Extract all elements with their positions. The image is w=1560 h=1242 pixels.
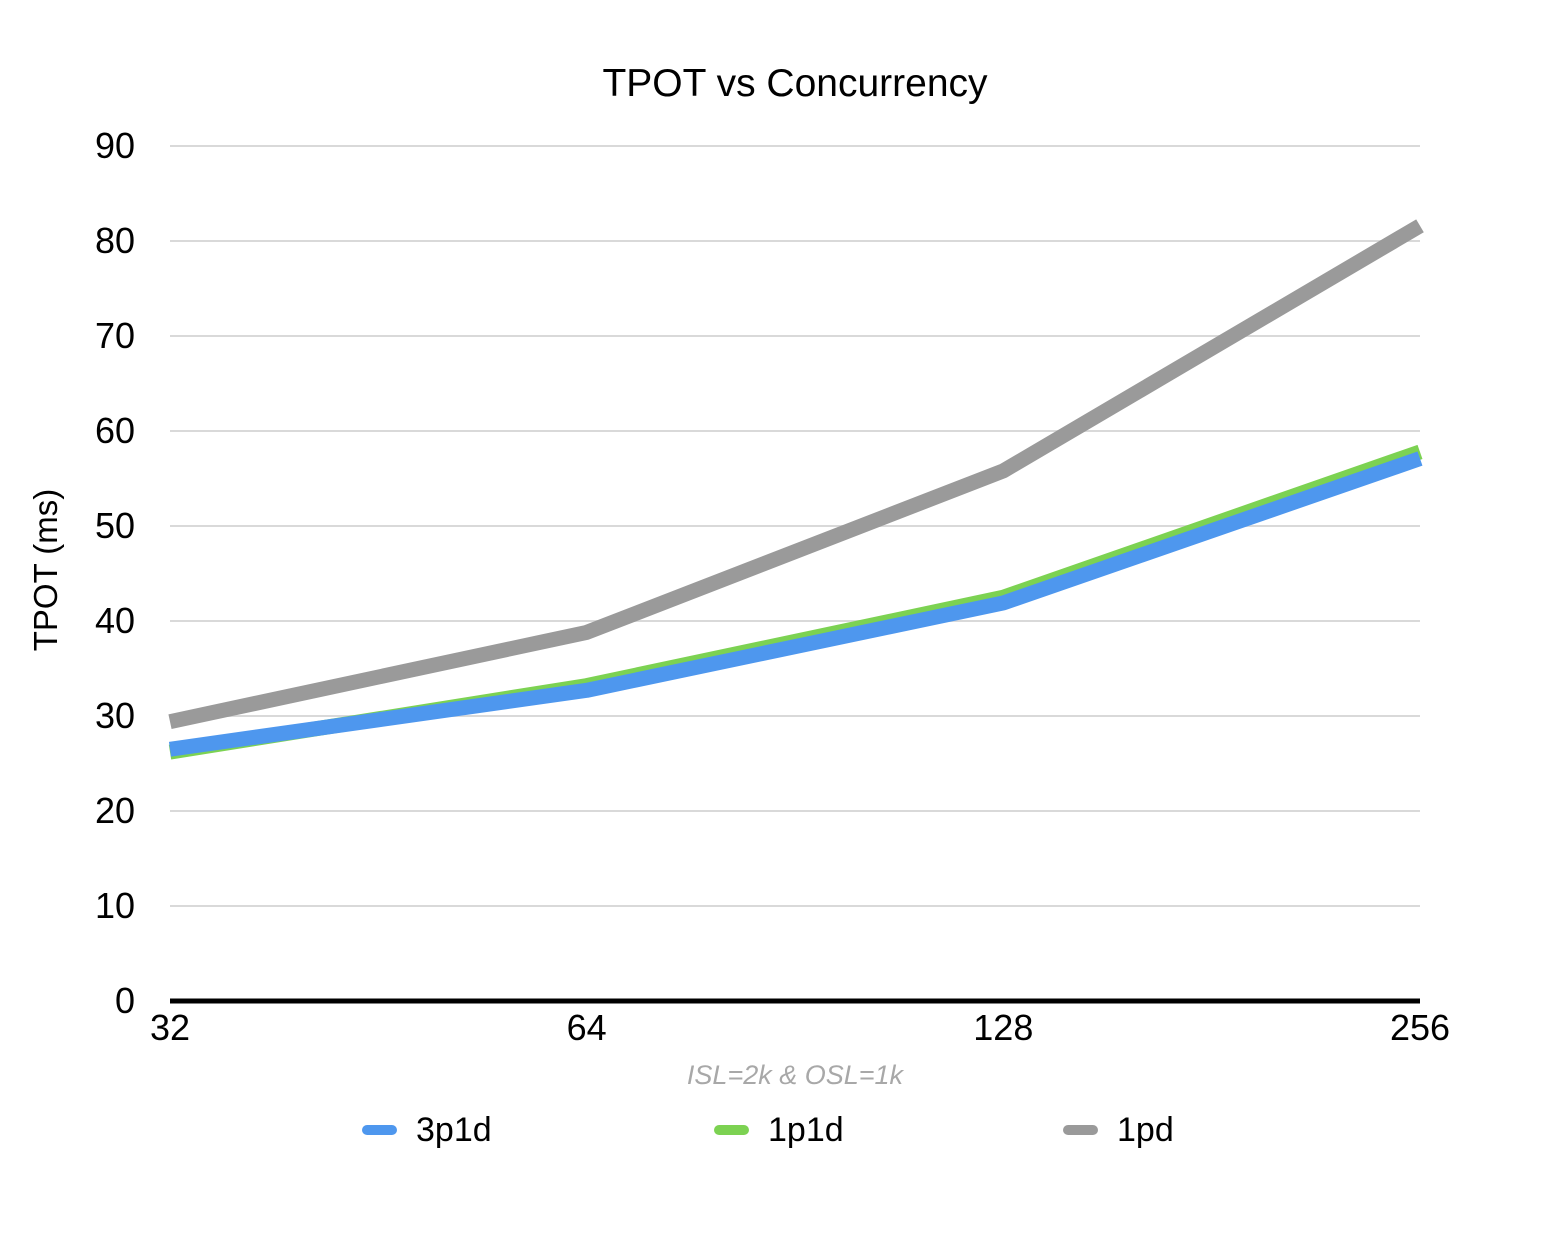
legend-marker [714, 1125, 749, 1135]
chart-title: TPOT vs Concurrency [602, 62, 988, 105]
y-tick-label: 30 [94, 695, 135, 736]
y-tick-label: 90 [94, 125, 135, 166]
y-tick-label: 40 [94, 600, 135, 641]
y-tick-label: 50 [94, 505, 135, 546]
y-tick-label: 70 [94, 315, 135, 356]
x-tick-label: 32 [149, 1007, 191, 1048]
legend-label: 1pd [1117, 1111, 1174, 1149]
legend-item-3p1d: 3p1d [362, 1108, 492, 1152]
y-tick-label: 10 [94, 885, 135, 926]
series-line-1p1d [168, 444, 1423, 760]
legend-label: 1p1d [768, 1111, 844, 1149]
y-tick-label: 80 [94, 220, 135, 261]
legend-item-1p1d: 1p1d [714, 1108, 844, 1152]
y-tick-label: 20 [94, 790, 135, 831]
legend-marker [1063, 1125, 1098, 1135]
legend-marker [362, 1125, 397, 1135]
x-tick-label: 256 [1389, 1007, 1451, 1048]
x-tick-label: 64 [566, 1007, 607, 1048]
legend-item-1pd: 1pd [1063, 1108, 1174, 1152]
series-line-3p1d [168, 451, 1423, 757]
legend: 3p1d 1p1d 1pd [0, 1108, 1560, 1152]
y-tick-label: 60 [94, 410, 135, 451]
x-tick-label: 128 [973, 1007, 1034, 1048]
y-tick-label: 0 [114, 980, 135, 1021]
x-axis-subtitle: ISL=2k & OSL=1k [686, 1060, 904, 1090]
legend-label: 3p1d [416, 1111, 492, 1149]
series-line-1pd [168, 219, 1424, 730]
